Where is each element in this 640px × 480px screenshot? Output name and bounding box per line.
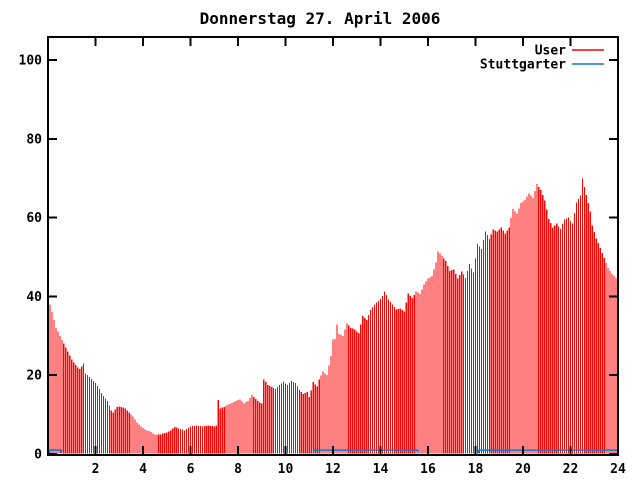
x-tick-label: 22 (563, 462, 579, 477)
legend-label-stuttgarter: Stuttgarter (480, 58, 566, 73)
x-tick-label: 20 (515, 462, 531, 477)
x-tick-label: 4 (139, 462, 147, 477)
y-tick-label: 60 (26, 211, 42, 226)
plot-border (47, 36, 619, 456)
x-tick-label: 14 (373, 462, 389, 477)
y-tick-label: 20 (26, 369, 42, 384)
x-tick-label: 8 (234, 462, 242, 477)
chart-title: Donnerstag 27. April 2006 (199, 9, 441, 28)
stuttgarter-line-segment (49, 449, 62, 453)
x-tick-label: 6 (187, 462, 195, 477)
stuttgarter-line-segment (312, 449, 419, 453)
x-tick-label: 12 (325, 462, 341, 477)
y-tick-label: 80 (26, 132, 42, 147)
legend-label-user: User (535, 44, 566, 59)
x-tick-label: 18 (468, 462, 484, 477)
user-impulse-series (49, 178, 619, 454)
x-tick-label: 2 (92, 462, 100, 477)
x-tick-label: 24 (610, 462, 626, 477)
y-tick-label: 100 (19, 54, 43, 69)
x-tick-label: 16 (420, 462, 436, 477)
x-tick-label: 10 (278, 462, 294, 477)
plot-axes (47, 36, 619, 456)
y-tick-label: 0 (34, 448, 42, 463)
y-tick-label: 40 (26, 290, 42, 305)
